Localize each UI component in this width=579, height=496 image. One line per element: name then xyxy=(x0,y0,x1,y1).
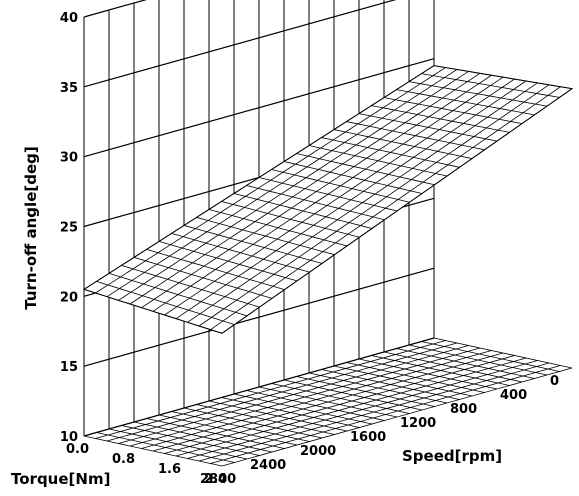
floor-line xyxy=(308,372,448,404)
surface-line xyxy=(83,288,223,334)
floor-line xyxy=(408,344,548,376)
surface-line xyxy=(246,185,385,221)
surface-line xyxy=(258,177,398,212)
torque-tick-label: 2.4 xyxy=(204,472,227,487)
z-tick-label: 25 xyxy=(60,221,78,236)
floor-line xyxy=(333,365,473,397)
surface-line xyxy=(271,169,410,203)
floor-line xyxy=(396,348,535,379)
floor-line xyxy=(221,397,360,428)
floor-line xyxy=(108,428,248,460)
floor-line xyxy=(321,369,460,400)
surface-line xyxy=(408,81,548,107)
floor-line xyxy=(183,407,323,439)
speed-tick-label: 400 xyxy=(500,388,527,403)
floor-line xyxy=(146,418,285,449)
torque-tick-label: 0.8 xyxy=(112,452,135,467)
speed-tick-label: 1200 xyxy=(400,416,436,431)
floor-line xyxy=(371,355,510,386)
surface-line xyxy=(96,280,235,325)
surface-line xyxy=(321,137,460,168)
z-tick-label: 20 xyxy=(60,290,78,305)
floor-line xyxy=(208,400,348,432)
floor-line xyxy=(96,432,235,463)
floor-line xyxy=(158,414,298,446)
surface-line xyxy=(108,272,248,317)
surface-line xyxy=(346,121,485,151)
x-axis-title: Torque[Nm] xyxy=(11,470,110,488)
speed-tick-label: 2800 xyxy=(200,472,236,487)
surface-line xyxy=(433,65,573,90)
speed-tick-label: 2400 xyxy=(250,458,286,473)
surface-line xyxy=(233,193,373,229)
floor-mesh xyxy=(83,337,573,467)
floor-line xyxy=(258,386,398,418)
surface-line xyxy=(358,113,498,142)
speed-tick-label: 800 xyxy=(450,402,477,417)
floor-line xyxy=(196,404,335,435)
surface-line xyxy=(308,145,448,177)
surface-mesh xyxy=(82,65,574,334)
surface-line xyxy=(421,73,560,98)
surface-line xyxy=(196,217,335,256)
surface-line xyxy=(121,264,260,308)
surface-line xyxy=(283,161,423,194)
torque-tick-label: 1.6 xyxy=(158,462,181,477)
speed-tick-label: 2000 xyxy=(300,444,336,459)
floor-line xyxy=(283,379,423,411)
floor-line xyxy=(383,351,523,383)
floor-line xyxy=(271,383,410,414)
floor-line xyxy=(133,421,273,453)
floor-line xyxy=(433,337,573,369)
floor-line xyxy=(121,425,260,456)
z-tick-label: 15 xyxy=(60,360,78,375)
speed-tick-label: 0 xyxy=(550,374,559,389)
surface-line xyxy=(383,97,523,125)
floor-line xyxy=(233,393,373,425)
surface-line xyxy=(371,105,510,133)
z-axis-title: Turn-off angle[deg] xyxy=(22,146,40,309)
surface-line xyxy=(133,257,273,299)
surface-line xyxy=(158,241,298,282)
speed-tick-label: 1600 xyxy=(350,430,386,445)
surface-line xyxy=(333,129,473,159)
floor-line xyxy=(246,390,385,421)
surface-line xyxy=(208,209,348,247)
surface-line xyxy=(396,89,535,116)
floor-line xyxy=(358,358,498,390)
z-tick-label: 35 xyxy=(60,81,78,96)
y-axis-title: Speed[rpm] xyxy=(402,447,502,465)
z-gridline xyxy=(83,0,147,18)
floor-line xyxy=(296,376,435,407)
surface-line xyxy=(221,201,360,238)
torque-tick-label: 0.0 xyxy=(66,442,89,457)
z-tick-label: 30 xyxy=(60,151,78,166)
floor-line xyxy=(346,362,485,393)
floor-line xyxy=(171,411,310,442)
surface-line xyxy=(146,249,285,291)
surface-line xyxy=(183,225,323,264)
surface-line xyxy=(296,153,435,186)
surface-line xyxy=(171,233,310,273)
tick-labels: 10 15 20 25 30 35 40 0.0 0.8 1.6 2.4 0 400 800 1200 160… xyxy=(60,11,559,487)
surface-fill xyxy=(82,65,574,334)
z-tick-label: 40 xyxy=(60,11,78,26)
floor-line xyxy=(83,435,223,467)
z-tick-label: 10 xyxy=(60,430,78,445)
floor-line xyxy=(421,341,560,372)
